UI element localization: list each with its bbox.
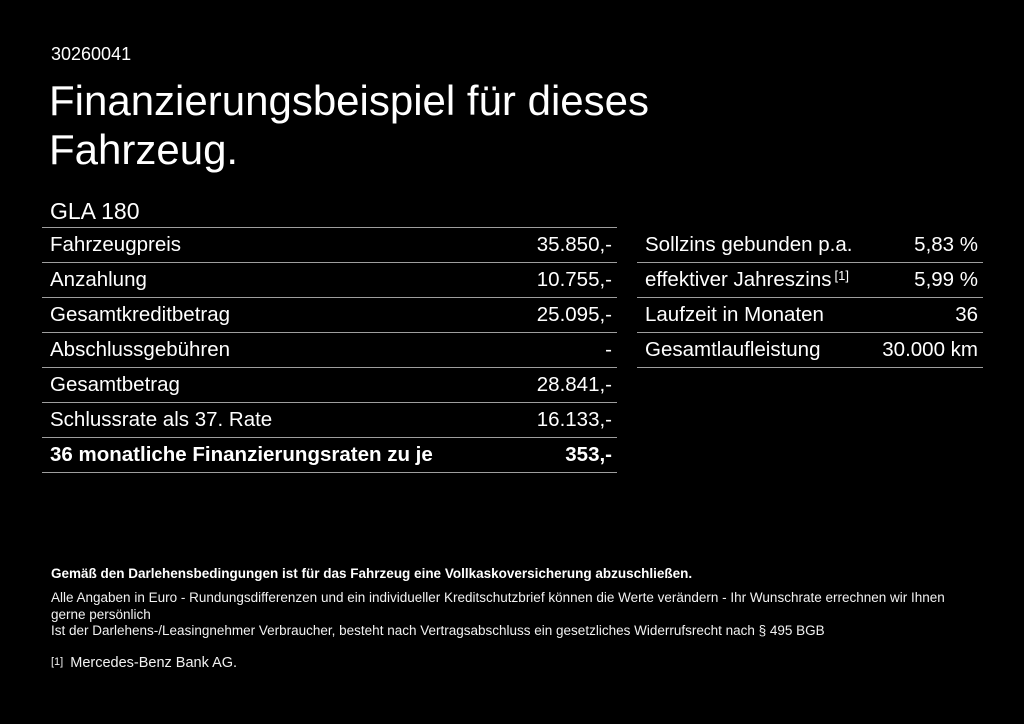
footnote: [1] Mercedes-Benz Bank AG. xyxy=(51,655,981,671)
vehicle-model: GLA 180 xyxy=(50,198,140,224)
disclaimer-line-1: Alle Angaben in Euro - Rundungsdifferenz… xyxy=(51,590,945,622)
row-value: 10.755,- xyxy=(536,268,612,291)
row-label: Schlussrate als 37. Rate xyxy=(50,408,273,431)
row-value: 353,- xyxy=(565,443,612,466)
table-row-gesamtlaufleistung: Gesamtlaufleistung 30.000 km xyxy=(637,333,983,368)
row-label: Gesamtkreditbetrag xyxy=(50,303,231,326)
row-label: Gesamtlaufleistung xyxy=(645,338,821,361)
conditions-table: Sollzins gebunden p.a. 5,83 % effektiver… xyxy=(637,227,983,368)
table-row-schlussrate: Schlussrate als 37. Rate 16.133,- xyxy=(42,403,617,438)
row-value: 5,83 % xyxy=(914,233,978,256)
page-title-line2: Fahrzeug. xyxy=(49,126,239,173)
row-label: Laufzeit in Monaten xyxy=(645,303,824,326)
table-row-anzahlung: Anzahlung 10.755,- xyxy=(42,263,617,298)
footer-notes: Gemäß den Darlehensbedingungen ist für d… xyxy=(51,566,981,671)
table-row-laufzeit: Laufzeit in Monaten 36 xyxy=(637,298,983,333)
table-row-monatsrate: 36 monatliche Finanzierungsraten zu je 3… xyxy=(42,438,617,473)
row-value: - xyxy=(605,338,612,361)
footnote-marker: [1] xyxy=(51,655,64,668)
table-row-gesamtbetrag: Gesamtbetrag 28.841,- xyxy=(42,368,617,403)
row-value: 5,99 % xyxy=(914,268,978,291)
insurance-note: Gemäß den Darlehensbedingungen ist für d… xyxy=(51,566,693,581)
table-row-fahrzeugpreis: Fahrzeugpreis 35.850,- xyxy=(42,228,617,263)
row-label: Abschlussgebühren xyxy=(50,338,231,361)
row-label: Gesamtbetrag xyxy=(50,373,180,396)
row-label: Sollzins gebunden p.a. xyxy=(645,233,853,256)
row-value: 25.095,- xyxy=(536,303,612,326)
row-value: 36 xyxy=(955,303,978,326)
row-value: 30.000 km xyxy=(882,338,978,361)
ref-number: 30260041 xyxy=(51,44,132,64)
footnote-marker: [1] xyxy=(834,268,849,283)
table-row-sollzins: Sollzins gebunden p.a. 5,83 % xyxy=(637,228,983,263)
row-value: 35.850,- xyxy=(536,233,612,256)
finance-table: Fahrzeugpreis 35.850,- Anzahlung 10.755,… xyxy=(42,227,617,473)
disclaimer-line-2: Ist der Darlehens-/Leasingnehmer Verbrau… xyxy=(51,623,825,638)
row-label-text: effektiver Jahreszins xyxy=(645,268,832,291)
page-title: Finanzierungsbeispiel für dieses Fahrzeu… xyxy=(49,76,649,174)
table-row-abschlussgebuehren: Abschlussgebühren - xyxy=(42,333,617,368)
row-value: 28.841,- xyxy=(536,373,612,396)
table-row-gesamtkreditbetrag: Gesamtkreditbetrag 25.095,- xyxy=(42,298,617,333)
row-label: Anzahlung xyxy=(50,268,147,291)
row-value: 16.133,- xyxy=(536,408,612,431)
footnote-text: Mercedes-Benz Bank AG. xyxy=(70,654,238,671)
page-title-line1: Finanzierungsbeispiel für dieses xyxy=(49,77,649,124)
row-label: effektiver Jahreszins [1] xyxy=(637,268,849,292)
row-label: 36 monatliche Finanzierungsraten zu je xyxy=(50,443,433,466)
table-row-effektiver-jahreszins: effektiver Jahreszins [1] 5,99 % xyxy=(637,263,983,298)
row-label: Fahrzeugpreis xyxy=(50,233,182,256)
